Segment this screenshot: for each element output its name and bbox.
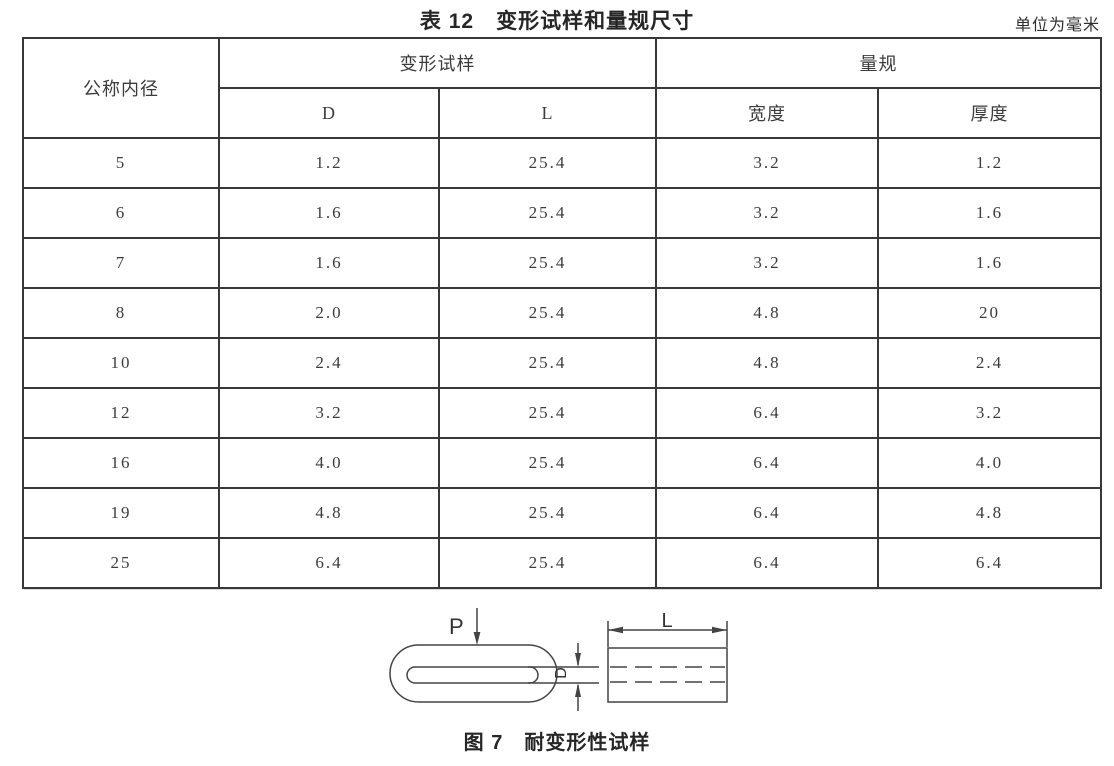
cell-width: 6.4 (655, 537, 879, 589)
cell-nominal-diameter: 8 (22, 287, 220, 339)
load-arrow (473, 608, 481, 645)
cell-nominal-diameter: 19 (22, 487, 220, 539)
cell-l: 25.4 (438, 137, 657, 189)
specimen-outer-outline (389, 644, 558, 703)
load-label: P (449, 614, 464, 639)
table-row: 6 1.6 25.4 3.2 1.6 (22, 187, 1102, 239)
gauge-length-label: L (661, 610, 672, 632)
cell-thickness: 1.6 (877, 237, 1102, 289)
cell-width: 6.4 (655, 437, 879, 489)
cell-d: 2.4 (218, 337, 440, 389)
cell-width: 4.8 (655, 337, 879, 389)
cell-thickness: 2.4 (877, 337, 1102, 389)
cell-l: 25.4 (438, 187, 657, 239)
cell-d: 1.6 (218, 237, 440, 289)
specimen-gauge-table: 公称内径 变形试样 量规 D L 宽度 厚度 5 1.2 25.4 3.2 1.… (22, 37, 1102, 589)
cell-thickness: 4.0 (877, 437, 1102, 489)
gauge-outline (607, 647, 728, 703)
cell-l: 25.4 (438, 337, 657, 389)
cell-nominal-diameter: 5 (22, 137, 220, 189)
cell-thickness: 6.4 (877, 537, 1102, 589)
unit-note: 单位为毫米 (1014, 17, 1100, 34)
dimension-d (575, 643, 581, 711)
cell-l: 25.4 (438, 287, 657, 339)
cell-width: 6.4 (655, 487, 879, 539)
specimen-inner-slot (406, 666, 539, 684)
cell-d: 1.2 (218, 137, 440, 189)
cell-l: 25.4 (438, 387, 657, 439)
figure-caption: 图 7 耐变形性试样 (463, 732, 651, 754)
table-row: 25 6.4 25.4 6.4 6.4 (22, 537, 1102, 589)
cell-nominal-diameter: 7 (22, 237, 220, 289)
cell-nominal-diameter: 10 (22, 337, 220, 389)
table-header-row-groups: 公称内径 变形试样 量规 (22, 37, 1102, 139)
slot-height-label: D (553, 667, 570, 679)
table-row: 8 2.0 25.4 4.8 20 (22, 287, 1102, 339)
cell-width: 4.8 (655, 287, 879, 339)
table-row: 19 4.8 25.4 6.4 4.8 (22, 487, 1102, 539)
table-row: 12 3.2 25.4 6.4 3.2 (22, 387, 1102, 439)
header-width: 宽度 (655, 87, 879, 139)
cell-width: 3.2 (655, 187, 879, 239)
cell-d: 4.8 (218, 487, 440, 539)
dimension-l (607, 621, 728, 647)
cell-thickness: 4.8 (877, 487, 1102, 539)
cell-thickness: 1.6 (877, 187, 1102, 239)
cell-width: 3.2 (655, 237, 879, 289)
cell-d: 3.2 (218, 387, 440, 439)
table-row: 5 1.2 25.4 3.2 1.2 (22, 137, 1102, 189)
cell-d: 6.4 (218, 537, 440, 589)
deformation-specimen-figure: P D L (389, 608, 728, 711)
cell-nominal-diameter: 25 (22, 537, 220, 589)
cell-d: 1.6 (218, 187, 440, 239)
cell-l: 25.4 (438, 537, 657, 589)
cell-nominal-diameter: 16 (22, 437, 220, 489)
cell-d: 2.0 (218, 287, 440, 339)
table-row: 16 4.0 25.4 6.4 4.0 (22, 437, 1102, 489)
cell-thickness: 3.2 (877, 387, 1102, 439)
cell-l: 25.4 (438, 437, 657, 489)
table-title: 表 12 变形试样和量规尺寸 (419, 10, 695, 33)
header-nominal-inner-diameter: 公称内径 (22, 37, 220, 139)
cell-width: 3.2 (655, 137, 879, 189)
table-row: 7 1.6 25.4 3.2 1.6 (22, 237, 1102, 289)
cell-nominal-diameter: 6 (22, 187, 220, 239)
cell-width: 6.4 (655, 387, 879, 439)
table-row: 10 2.4 25.4 4.8 2.4 (22, 337, 1102, 389)
header-thickness: 厚度 (877, 87, 1102, 139)
header-group-deformation-specimen: 变形试样 (218, 37, 657, 89)
cell-l: 25.4 (438, 487, 657, 539)
header-group-gauge: 量规 (655, 37, 1102, 89)
cell-l: 25.4 (438, 237, 657, 289)
header-d: D (218, 87, 440, 139)
cell-d: 4.0 (218, 437, 440, 489)
table-header-row-subcolumns: D L 宽度 厚度 (23, 87, 1102, 139)
cell-thickness: 20 (877, 287, 1102, 339)
cell-nominal-diameter: 12 (22, 387, 220, 439)
header-l: L (438, 87, 657, 139)
cell-thickness: 1.2 (877, 137, 1102, 189)
scan-shadow-line (24, 589, 1100, 590)
